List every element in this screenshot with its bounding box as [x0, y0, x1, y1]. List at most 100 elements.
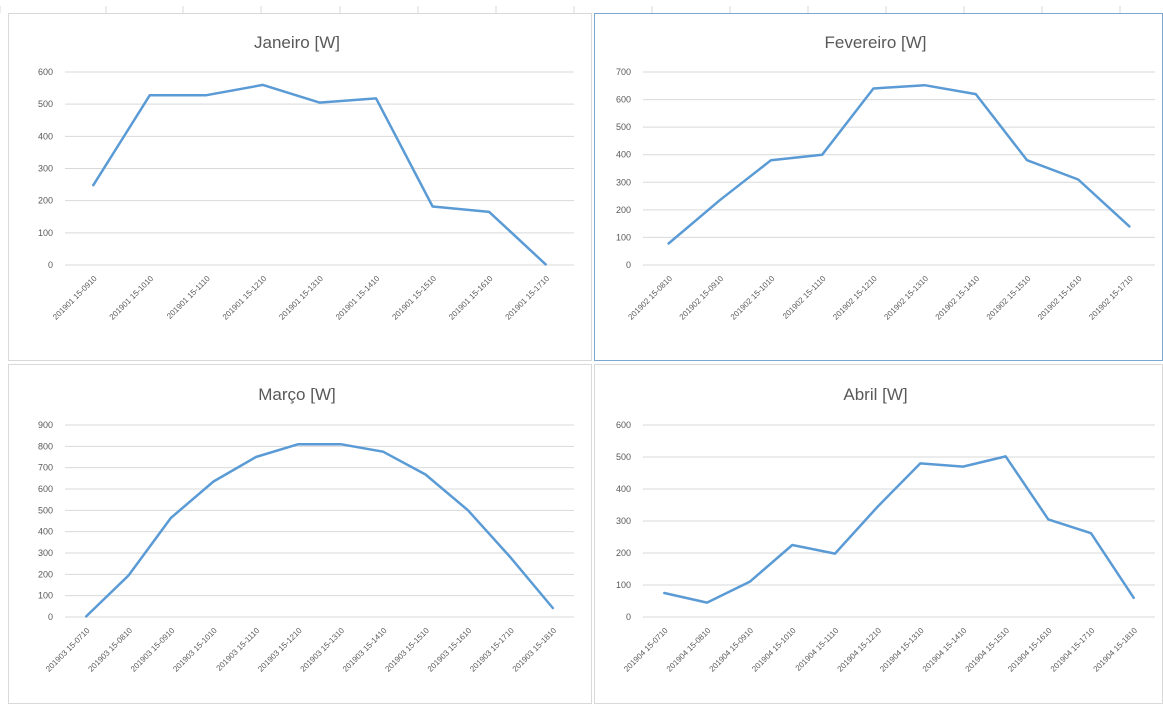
y-tick-label: 600 — [616, 420, 631, 430]
data-point[interactable] — [295, 441, 301, 447]
y-tick-label: 300 — [616, 177, 631, 187]
data-point[interactable] — [126, 572, 132, 578]
data-point[interactable] — [373, 95, 379, 101]
data-point[interactable] — [1131, 595, 1137, 601]
data-point[interactable] — [147, 92, 153, 98]
y-tick-label: 500 — [616, 452, 631, 462]
x-tick-label: 201902 15-1310 — [882, 274, 930, 322]
x-tick-label: 201903 15-0710 — [44, 626, 92, 674]
y-tick-label: 400 — [38, 527, 53, 537]
data-point[interactable] — [1045, 516, 1051, 522]
chart-abril[interactable]: Abril [W] 0 100 200 300 400 500 600 201904 15-07… — [594, 364, 1163, 704]
data-point[interactable] — [1088, 530, 1094, 536]
data-point[interactable] — [832, 551, 838, 557]
data-point[interactable] — [543, 261, 549, 267]
x-tick-label: 201903 15-1510 — [383, 626, 431, 674]
data-point[interactable] — [253, 454, 259, 460]
y-tick-label: 600 — [38, 67, 53, 77]
chart-marco[interactable]: Março [W] 0 100 200 300 400 500 600 700 800 900 201… — [8, 364, 592, 704]
y-tick-label: 400 — [38, 131, 53, 141]
data-point[interactable] — [465, 507, 471, 513]
x-tick-label: 201903 15-0910 — [129, 626, 177, 674]
data-point[interactable] — [1003, 453, 1009, 459]
chart-svg-janeiro: Janeiro [W] 0 100 200 300 400 500 600 201901 15-… — [38, 33, 574, 322]
chart-svg-marco: Março [W] 0 100 200 300 400 500 600 700 800 900 201… — [38, 385, 574, 674]
data-point[interactable] — [875, 504, 881, 510]
data-point[interactable] — [168, 515, 174, 521]
data-point[interactable] — [1024, 157, 1030, 163]
data-point[interactable] — [90, 182, 96, 188]
x-tick-label: 201904 15-1210 — [836, 626, 884, 674]
y-tick-label: 200 — [616, 205, 631, 215]
y-tick-label: 700 — [616, 67, 631, 77]
y-tick-label: 100 — [38, 228, 53, 238]
y-tick-label: 600 — [616, 95, 631, 105]
data-point[interactable] — [819, 152, 825, 158]
y-tick-label: 0 — [626, 260, 631, 270]
y-tick-label: 200 — [616, 548, 631, 558]
chart-title: Janeiro [W] — [254, 33, 340, 52]
data-point[interactable] — [423, 471, 429, 477]
y-tick-label: 400 — [616, 484, 631, 494]
data-point[interactable] — [922, 82, 928, 88]
x-tick-label: 201903 15-1810 — [511, 626, 559, 674]
y-tick-label: 100 — [616, 580, 631, 590]
data-point[interactable] — [203, 92, 209, 98]
x-tick-label: 201901 15-0910 — [51, 274, 99, 322]
x-tick-label: 201902 15-1510 — [985, 274, 1033, 322]
data-point[interactable] — [1075, 177, 1081, 183]
data-point[interactable] — [83, 613, 89, 619]
data-point[interactable] — [917, 460, 923, 466]
x-tick-label: 201903 15-1210 — [256, 626, 304, 674]
x-tick-label: 201902 15-0910 — [678, 274, 726, 322]
x-tick-label: 201904 15-1810 — [1092, 626, 1140, 674]
series-line[interactable] — [667, 83, 1131, 245]
series-line[interactable] — [663, 455, 1135, 604]
x-tick-label: 201903 15-1410 — [341, 626, 389, 674]
data-point[interactable] — [550, 605, 556, 611]
data-point[interactable] — [661, 590, 667, 596]
data-point[interactable] — [666, 240, 672, 246]
x-tick-label: 201902 15-1210 — [831, 274, 879, 322]
y-tick-label: 600 — [38, 484, 53, 494]
data-point[interactable] — [380, 449, 386, 455]
data-point[interactable] — [430, 203, 436, 209]
data-point[interactable] — [960, 464, 966, 470]
data-point[interactable] — [317, 100, 323, 106]
y-tick-label: 200 — [38, 196, 53, 206]
x-tick-label: 201904 15-1110 — [794, 626, 841, 673]
data-point[interactable] — [338, 441, 344, 447]
data-point[interactable] — [717, 197, 723, 203]
x-tick-label: 201902 15-0810 — [626, 274, 674, 322]
x-tick-label: 201904 15-1510 — [964, 626, 1012, 674]
data-point[interactable] — [789, 542, 795, 548]
y-tick-label: 200 — [38, 569, 53, 579]
y-tick-label: 300 — [38, 164, 53, 174]
y-tick-label: 0 — [48, 612, 53, 622]
series-line[interactable] — [92, 83, 547, 266]
x-tick-label: 201902 15-1110 — [781, 274, 828, 321]
data-point[interactable] — [870, 86, 876, 92]
data-point[interactable] — [507, 554, 513, 560]
chart-svg-abril: Abril [W] 0 100 200 300 400 500 600 201904 15-07… — [616, 385, 1155, 674]
data-point[interactable] — [747, 579, 753, 585]
y-tick-label: 0 — [626, 612, 631, 622]
top-ruler — [0, 6, 1121, 13]
chart-title: Março [W] — [258, 385, 335, 404]
x-tick-label: 201901 15-1110 — [165, 274, 212, 321]
x-tick-label: 201903 15-1110 — [215, 626, 262, 673]
data-point[interactable] — [486, 209, 492, 215]
y-tick-label: 500 — [616, 122, 631, 132]
chart-fevereiro[interactable]: Fevereiro [W] 0 100 200 300 400 500 600 700 20190… — [594, 13, 1163, 361]
x-tick-label: 201902 15-1710 — [1087, 274, 1135, 322]
data-point[interactable] — [973, 91, 979, 97]
x-tick-label: 201902 15-1610 — [1036, 274, 1084, 322]
data-point[interactable] — [1126, 223, 1132, 229]
data-point[interactable] — [768, 157, 774, 163]
chart-janeiro[interactable]: Janeiro [W] 0 100 200 300 400 500 600 201901 15-… — [8, 13, 592, 361]
x-tick-label: 201901 15-1410 — [334, 274, 382, 322]
data-point[interactable] — [210, 479, 216, 485]
series-line[interactable] — [84, 442, 555, 618]
data-point[interactable] — [260, 82, 266, 88]
data-point[interactable] — [704, 600, 710, 606]
